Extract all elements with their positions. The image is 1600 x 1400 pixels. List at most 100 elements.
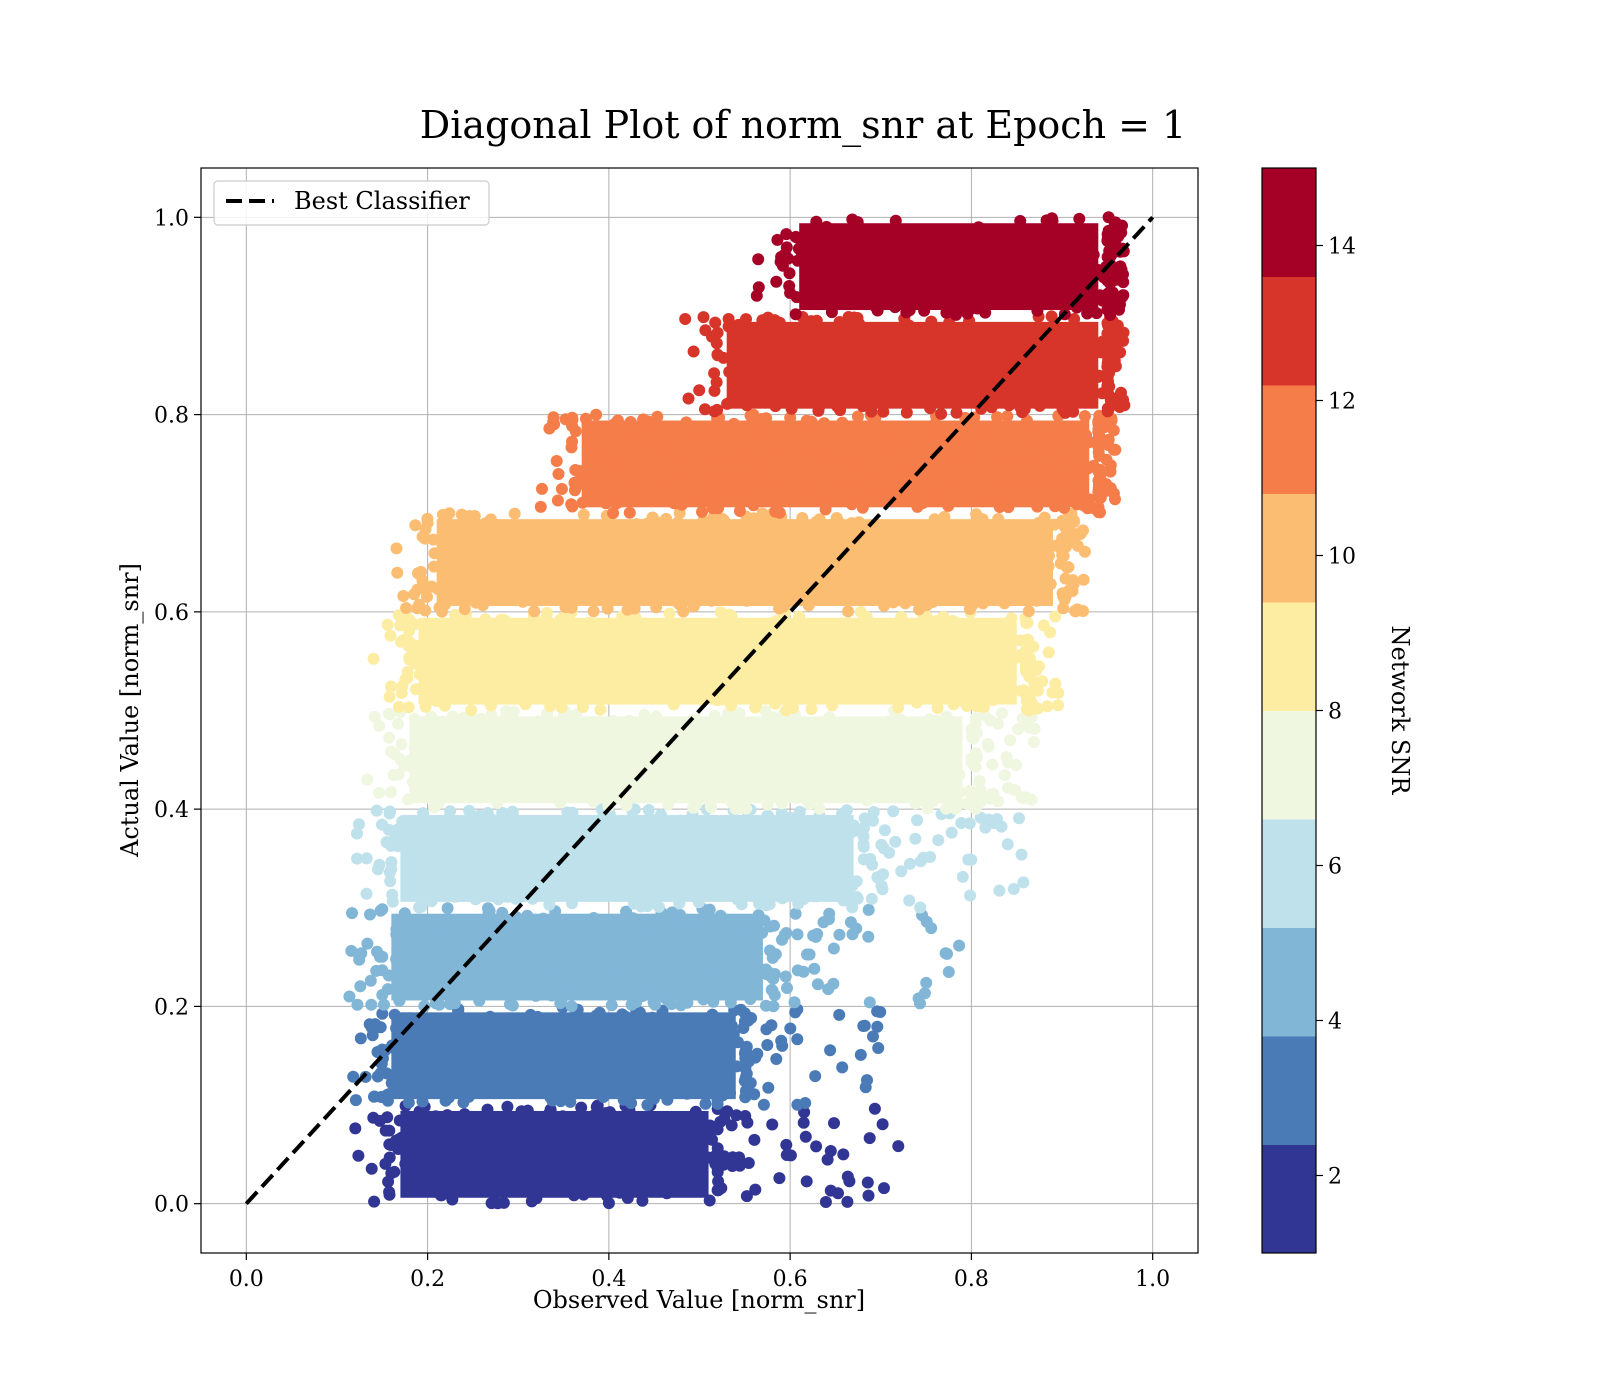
scatter-point — [856, 501, 869, 514]
scatter-point — [1019, 645, 1032, 657]
scatter-point — [880, 435, 893, 448]
scatter-point — [576, 701, 589, 714]
scatter-point — [805, 703, 818, 716]
scatter-point — [565, 677, 578, 690]
scatter-point — [585, 721, 598, 734]
scatter-point — [1059, 590, 1072, 603]
scatter-point — [1073, 278, 1086, 291]
scatter-point — [963, 817, 976, 830]
scatter-point — [934, 764, 947, 777]
colorbar — [1261, 167, 1317, 1254]
scatter-point — [440, 650, 453, 662]
scatter-point — [895, 261, 908, 274]
scatter-point — [703, 1194, 716, 1207]
scatter-point — [668, 820, 681, 833]
scatter-point — [519, 698, 532, 711]
scatter-point — [782, 432, 795, 445]
scatter-point — [709, 547, 722, 560]
scatter-point — [936, 748, 949, 761]
scatter-point — [802, 833, 815, 846]
scatter-point — [564, 943, 577, 955]
scatter-point — [582, 489, 594, 502]
scatter-point — [421, 1024, 434, 1037]
scatter-point — [412, 751, 424, 764]
x-axis-label: Observed Value [norm_snr] — [533, 1286, 865, 1314]
scatter-point — [425, 888, 438, 901]
scatter-point — [847, 564, 860, 577]
scatter-point — [749, 1183, 762, 1196]
scatter-point — [1019, 491, 1032, 503]
scatter-point — [1090, 307, 1103, 320]
scatter-point — [828, 851, 841, 864]
scatter-point — [566, 897, 578, 910]
scatter-point — [793, 683, 805, 696]
scatter-point — [651, 881, 664, 893]
scatter-point — [630, 852, 643, 865]
scatter-point — [878, 824, 891, 837]
scatter-point — [476, 599, 489, 612]
scatter-point — [1093, 473, 1106, 486]
scatter-point — [579, 838, 592, 851]
scatter-point — [675, 498, 688, 511]
scatter-point — [748, 383, 761, 396]
scatter-point — [774, 826, 787, 839]
scatter-point — [449, 620, 462, 632]
scatter-point — [587, 477, 600, 489]
scatter-point — [590, 408, 603, 421]
scatter-point — [463, 919, 476, 932]
scatter-point — [823, 907, 836, 920]
scatter-point — [647, 730, 660, 743]
scatter-point — [775, 797, 788, 810]
scatter-point — [445, 1037, 458, 1050]
scatter-point — [579, 651, 592, 664]
scatter-point — [590, 1009, 603, 1022]
scatter-point — [434, 922, 447, 935]
scatter-point — [969, 245, 982, 257]
scatter-point — [457, 1096, 470, 1109]
scatter-point — [760, 1023, 773, 1036]
scatter-point — [687, 1154, 700, 1167]
scatter-point — [621, 1192, 634, 1204]
scatter-point — [734, 475, 747, 488]
scatter-point — [365, 1162, 378, 1175]
y-tick-label: 0.0 — [154, 1193, 189, 1218]
scatter-point — [590, 1044, 603, 1057]
scatter-point — [797, 1116, 810, 1129]
scatter-point — [820, 420, 833, 433]
scatter-point — [687, 962, 700, 975]
scatter-point — [1031, 304, 1044, 317]
scatter-point — [916, 781, 929, 794]
scatter-point — [546, 762, 559, 775]
scatter-point — [741, 923, 754, 936]
scatter-point — [932, 731, 945, 744]
scatter-point — [850, 891, 863, 903]
scatter-point — [569, 464, 582, 476]
scatter-point — [481, 1103, 494, 1116]
scatter-point — [643, 652, 656, 665]
scatter-point — [1049, 500, 1061, 513]
scatter-point — [657, 954, 670, 967]
scatter-point — [456, 1151, 469, 1164]
scatter-point — [479, 517, 492, 530]
scatter-point — [376, 1043, 389, 1056]
scatter-point — [756, 827, 769, 840]
scatter-point — [592, 934, 604, 947]
scatter-point — [474, 1184, 486, 1197]
scatter-point — [992, 513, 1005, 525]
scatter-point — [547, 752, 560, 765]
scatter-point — [791, 1098, 804, 1111]
scatter-point — [458, 603, 471, 616]
scatter-point — [521, 952, 534, 965]
scatter-point — [520, 1160, 533, 1173]
scatter-point — [566, 500, 579, 513]
scatter-point — [591, 1019, 603, 1032]
scatter-point — [918, 441, 930, 454]
scatter-point — [571, 1176, 584, 1189]
scatter-point — [837, 252, 850, 265]
scatter-point — [1084, 394, 1097, 407]
scatter-point — [451, 692, 464, 704]
scatter-point — [1087, 248, 1100, 261]
scatter-point — [955, 817, 968, 829]
scatter-point — [932, 259, 945, 272]
scatter-point — [785, 402, 798, 415]
